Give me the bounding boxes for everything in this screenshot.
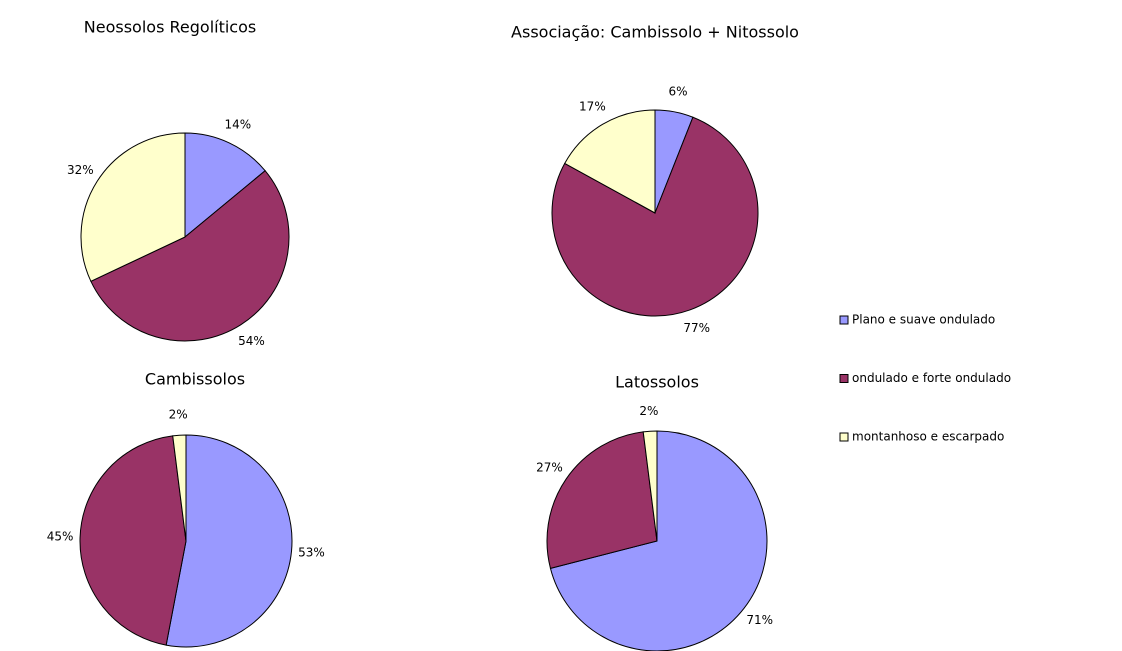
pie-slice: [184, 132, 266, 239]
chart-title: Associação: Cambissolo + Nitossolo: [511, 23, 799, 42]
chart-title: Latossolos: [615, 373, 699, 392]
pie-slice: [546, 431, 658, 569]
pie-slice: [165, 434, 293, 648]
data-label: 2%: [639, 404, 658, 418]
legend-swatch: [839, 374, 849, 383]
pie-slice: [79, 435, 187, 646]
pie-slice: [549, 430, 768, 651]
data-label: 17%: [579, 100, 606, 114]
legend-swatch: [839, 432, 849, 442]
data-label: 77%: [683, 321, 710, 335]
legend-label: montanhoso e escarpado: [852, 430, 1004, 444]
data-label: 54%: [238, 334, 265, 348]
data-label: 53%: [298, 545, 325, 559]
pie-slice: [90, 170, 290, 342]
data-label: 6%: [669, 85, 688, 99]
legend-swatch: [839, 315, 849, 325]
legend-label: Plano e suave ondulado: [852, 313, 995, 327]
chart-title: Cambissolos: [145, 370, 245, 389]
pie-slice: [551, 116, 759, 317]
data-label: 45%: [47, 530, 74, 544]
data-label: 2%: [169, 408, 188, 422]
pie-slice: [80, 132, 186, 282]
pie-slice: [642, 430, 658, 542]
data-label: 71%: [746, 613, 773, 627]
pie-slice: [564, 109, 656, 214]
data-label: 27%: [536, 460, 563, 474]
chart-title: Neossolos Regolíticos: [84, 18, 256, 37]
data-label: 14%: [224, 117, 251, 131]
data-label: 32%: [67, 163, 94, 177]
legend-label: ondulado e forte ondulado: [852, 371, 1011, 385]
pie-slice: [172, 434, 187, 542]
